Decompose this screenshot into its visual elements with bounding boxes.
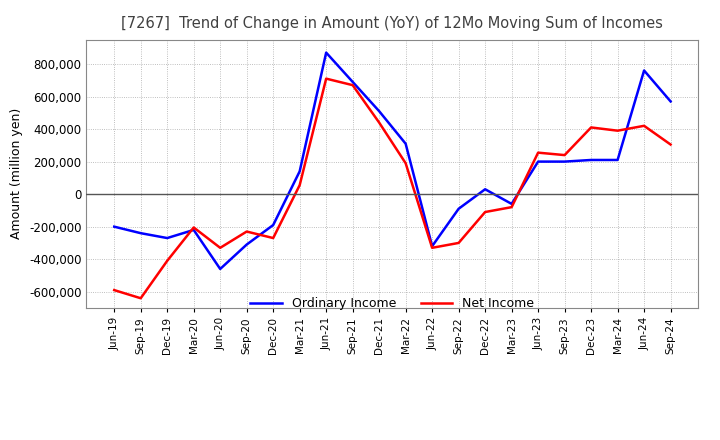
- Ordinary Income: [110, 224, 119, 229]
- Ordinary Income: [613, 158, 622, 163]
- Net Income: [508, 205, 516, 210]
- Net Income: [613, 128, 622, 133]
- Net Income: [375, 120, 384, 125]
- Line: Net Income: Net Income: [114, 79, 670, 298]
- Net Income: [401, 161, 410, 166]
- Legend: Ordinary Income, Net Income: Ordinary Income, Net Income: [246, 292, 539, 315]
- Ordinary Income: [560, 159, 569, 164]
- Net Income: [110, 287, 119, 293]
- Ordinary Income: [534, 159, 542, 164]
- Ordinary Income: [508, 201, 516, 206]
- Net Income: [587, 125, 595, 130]
- Ordinary Income: [481, 187, 490, 192]
- Ordinary Income: [348, 79, 357, 84]
- Ordinary Income: [189, 227, 198, 233]
- Title: [7267]  Trend of Change in Amount (YoY) of 12Mo Moving Sum of Incomes: [7267] Trend of Change in Amount (YoY) o…: [122, 16, 663, 32]
- Y-axis label: Amount (million yen): Amount (million yen): [11, 108, 24, 239]
- Net Income: [216, 245, 225, 250]
- Ordinary Income: [428, 244, 436, 249]
- Net Income: [481, 209, 490, 215]
- Ordinary Income: [269, 222, 277, 227]
- Net Income: [269, 235, 277, 241]
- Net Income: [163, 258, 171, 264]
- Ordinary Income: [666, 99, 675, 104]
- Ordinary Income: [587, 158, 595, 163]
- Net Income: [295, 183, 304, 188]
- Ordinary Income: [163, 235, 171, 241]
- Net Income: [560, 152, 569, 158]
- Ordinary Income: [375, 109, 384, 114]
- Net Income: [640, 123, 649, 128]
- Ordinary Income: [401, 141, 410, 147]
- Ordinary Income: [243, 242, 251, 247]
- Line: Ordinary Income: Ordinary Income: [114, 53, 670, 269]
- Ordinary Income: [454, 206, 463, 211]
- Net Income: [243, 229, 251, 234]
- Ordinary Income: [640, 68, 649, 73]
- Net Income: [666, 142, 675, 147]
- Net Income: [454, 240, 463, 246]
- Ordinary Income: [295, 169, 304, 174]
- Net Income: [534, 150, 542, 155]
- Net Income: [348, 83, 357, 88]
- Net Income: [136, 296, 145, 301]
- Net Income: [189, 225, 198, 230]
- Net Income: [322, 76, 330, 81]
- Ordinary Income: [322, 50, 330, 55]
- Net Income: [428, 245, 436, 250]
- Ordinary Income: [136, 231, 145, 236]
- Ordinary Income: [216, 266, 225, 271]
